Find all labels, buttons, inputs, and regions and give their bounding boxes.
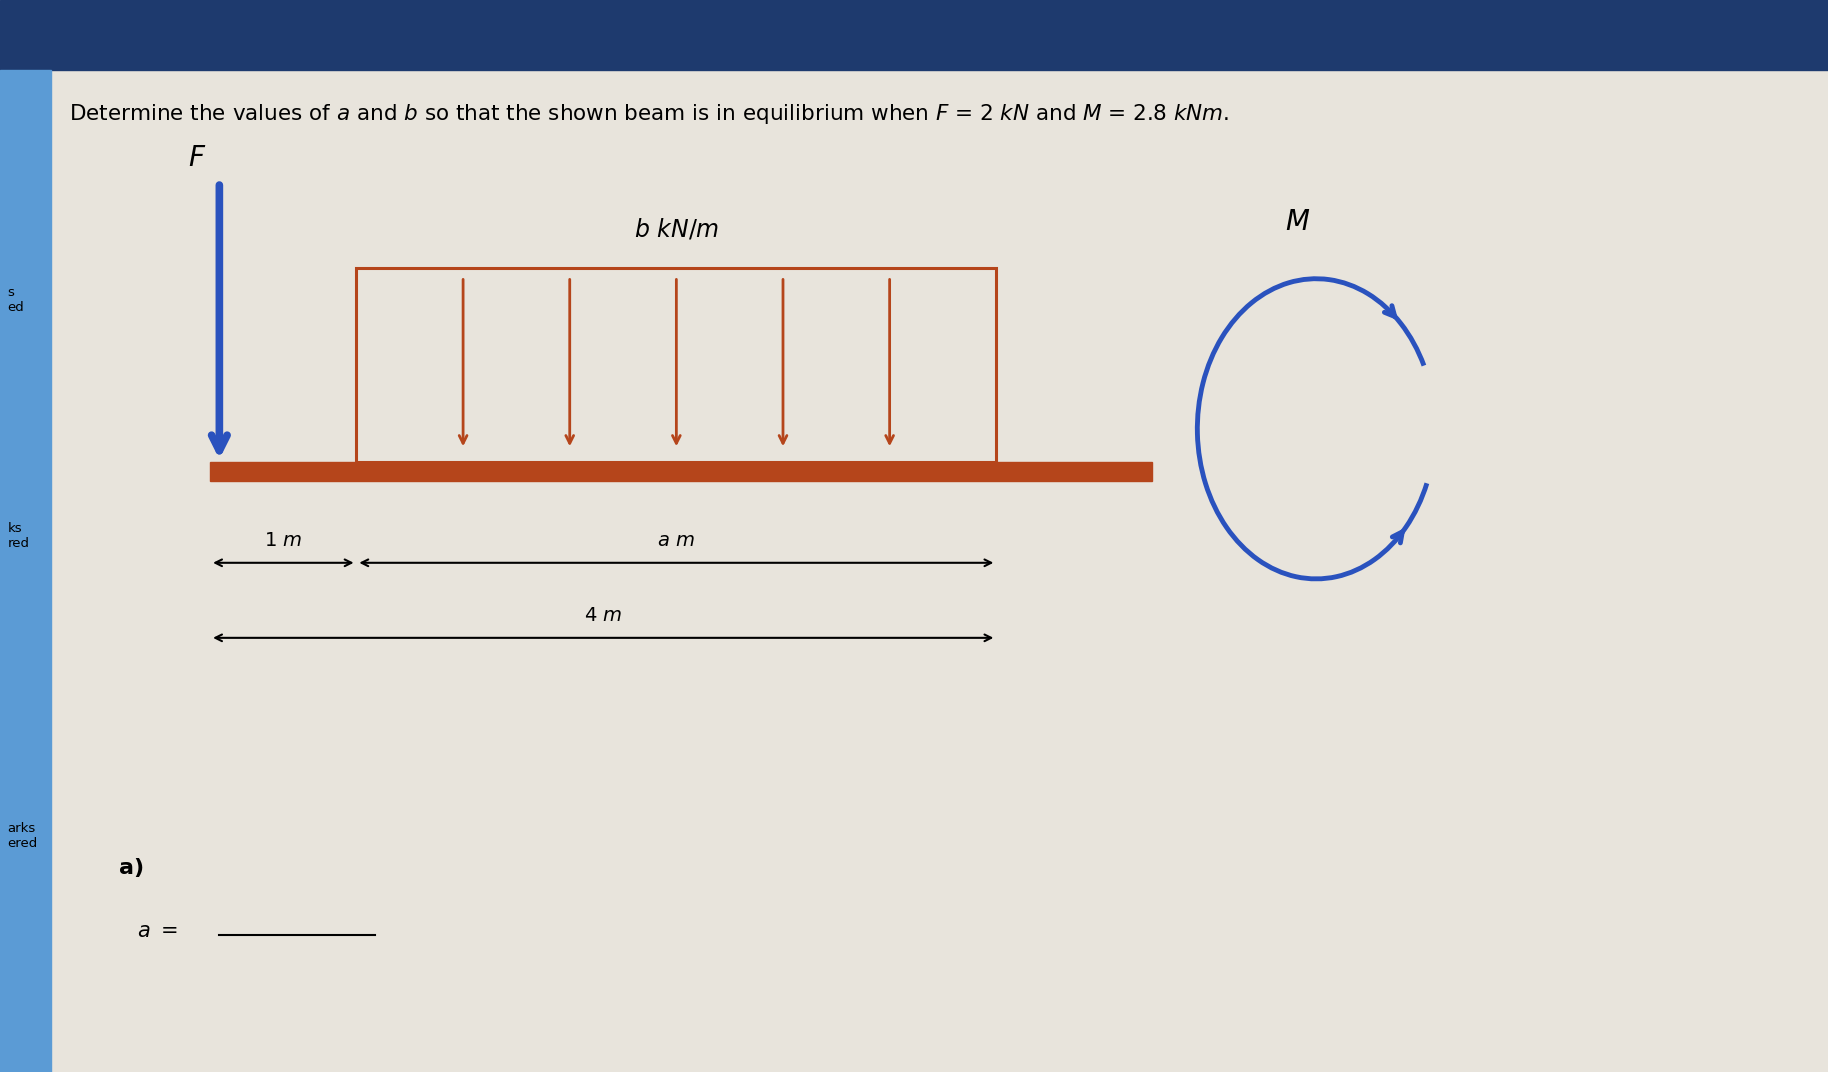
Text: $1\ m$: $1\ m$ xyxy=(263,532,303,550)
Text: $4\ m$: $4\ m$ xyxy=(583,607,623,625)
Text: arks
ered: arks ered xyxy=(7,822,38,850)
Text: $M$: $M$ xyxy=(1285,209,1311,236)
Text: $b\ kN/m$: $b\ kN/m$ xyxy=(634,217,718,241)
Text: s
ed: s ed xyxy=(7,286,24,314)
Text: Determine the values of $\it{a}$ and $\it{b}$ so that the shown beam is in equil: Determine the values of $\it{a}$ and $\i… xyxy=(69,102,1230,125)
Bar xyxy=(356,268,996,462)
Bar xyxy=(0,0,1828,70)
Bar xyxy=(210,462,1152,481)
Text: $a\ =$: $a\ =$ xyxy=(137,922,177,941)
Bar xyxy=(0,70,51,1072)
Text: a): a) xyxy=(119,858,144,878)
Text: $F$: $F$ xyxy=(188,145,207,172)
Text: $a\ m$: $a\ m$ xyxy=(658,532,695,550)
Text: ks
red: ks red xyxy=(7,522,29,550)
